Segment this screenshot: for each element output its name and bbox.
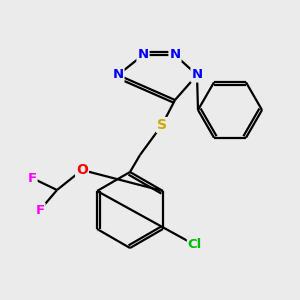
Text: Cl: Cl: [188, 238, 202, 251]
Text: S: S: [157, 118, 167, 132]
Text: N: N: [169, 49, 181, 62]
Text: N: N: [112, 68, 124, 82]
Text: F: F: [27, 172, 37, 184]
Text: N: N: [191, 68, 203, 82]
Text: F: F: [35, 203, 45, 217]
Text: N: N: [137, 49, 148, 62]
Text: O: O: [76, 163, 88, 177]
